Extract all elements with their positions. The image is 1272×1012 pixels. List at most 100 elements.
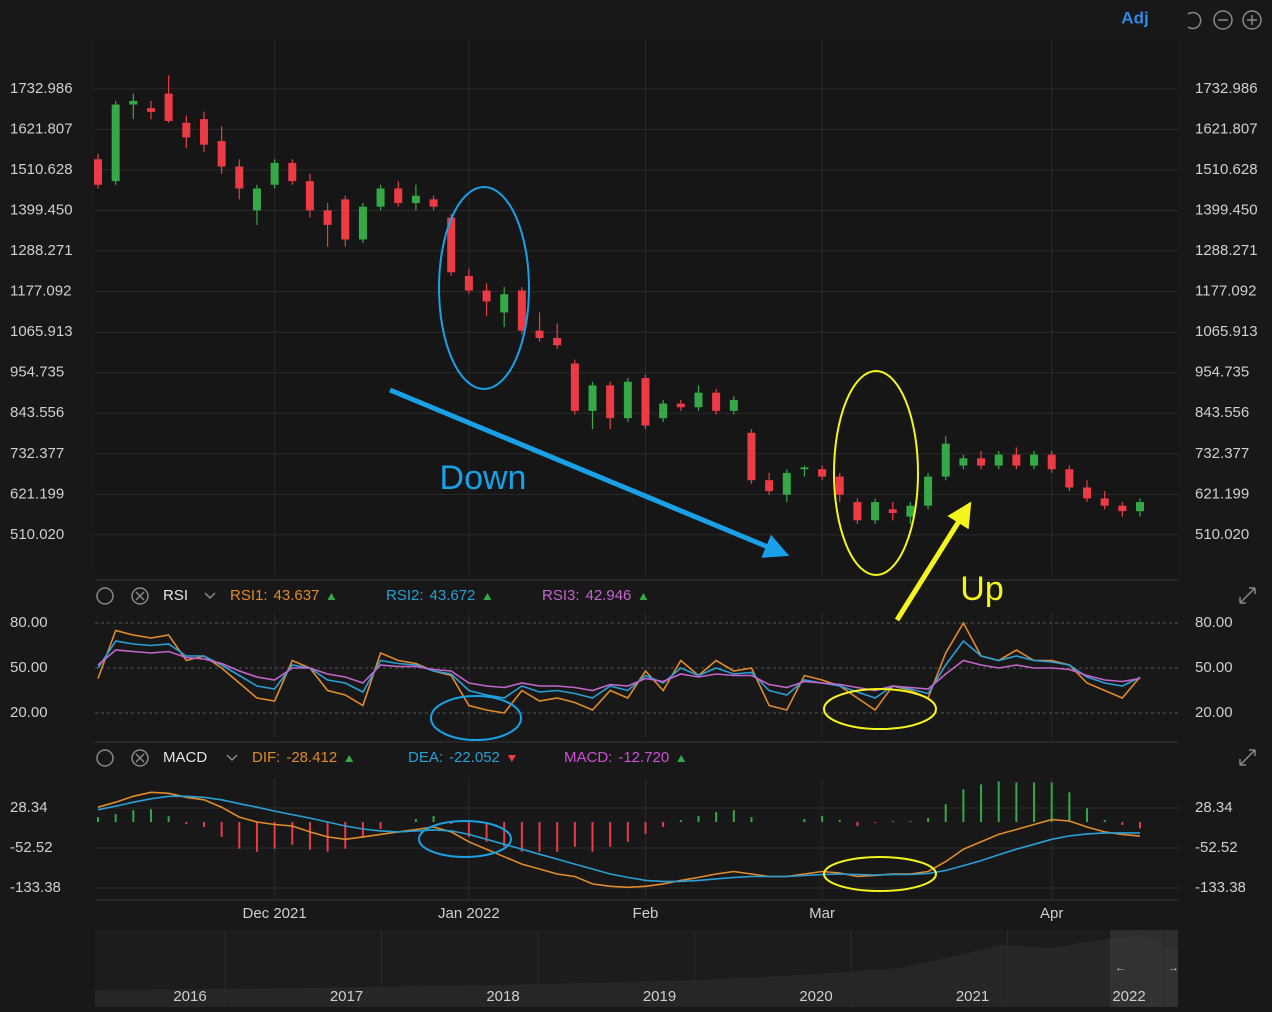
legend-name: RSI2: (386, 587, 424, 604)
y-tick-label: 80.00 (10, 614, 48, 631)
y-tick-label: 28.34 (1195, 799, 1233, 816)
reset-button[interactable] (1187, 11, 1202, 30)
y-tick-label: 1065.913 (1195, 323, 1258, 340)
candle-body (270, 162, 279, 185)
zoom-in-button[interactable] (1242, 10, 1262, 30)
candle-body (694, 392, 703, 408)
candle-body (588, 385, 597, 411)
candle-body (994, 454, 1003, 466)
y-tick-label: 1177.092 (1195, 283, 1256, 300)
candle-body (146, 108, 155, 112)
candle-body (199, 119, 208, 145)
legend-value: 43.637 (274, 587, 320, 604)
candle-body (429, 199, 438, 207)
highlight-ellipse (418, 820, 512, 858)
candle-body (871, 502, 880, 521)
legend-value: -12.720 (618, 749, 669, 766)
settings-button[interactable] (96, 749, 114, 767)
highlight-ellipse (823, 688, 937, 730)
y-tick-label: -133.38 (1195, 879, 1246, 896)
candle-body (729, 399, 738, 411)
nav-handle[interactable]: → (1168, 962, 1179, 974)
y-tick-label: 843.556 (10, 404, 64, 421)
up-arrow (894, 501, 972, 622)
candle-body (888, 509, 897, 514)
candle-body (712, 392, 721, 411)
marks: Dec 2021 Jan 2022 Feb Mar Apr 510.020 510.020 6… (10, 40, 1258, 1007)
adjust-toggle[interactable]: Adj (1121, 8, 1148, 27)
legend-value: 43.672 (430, 587, 476, 604)
nav-label: 2020 (799, 988, 832, 1005)
candle-body (606, 385, 615, 419)
candle-body (747, 432, 756, 481)
candle-body (1012, 454, 1021, 466)
candle-body (906, 505, 915, 517)
y-tick-label: 954.735 (1195, 364, 1249, 381)
navigator-window[interactable] (1110, 930, 1178, 1007)
legend-value: 42.946 (586, 587, 632, 604)
candle-body (358, 206, 367, 240)
y-tick-label: 954.735 (10, 364, 64, 381)
close-button[interactable] (131, 587, 149, 605)
y-tick-label: -133.38 (10, 879, 61, 896)
candle-body (341, 199, 350, 240)
dropdown[interactable] (204, 592, 216, 600)
y-tick-label: 50.00 (10, 659, 48, 676)
x-tick-label: Mar (809, 905, 835, 922)
trend-indicator (639, 593, 648, 600)
y-tick-label: 1732.986 (1195, 80, 1258, 97)
dropdown[interactable] (226, 754, 238, 762)
candle-body (111, 104, 120, 182)
nav-handle[interactable]: ← (1115, 962, 1126, 974)
candle-body (517, 290, 526, 331)
y-tick-label: 20.00 (1195, 704, 1233, 721)
candle-body (182, 122, 191, 138)
y-tick-label: 621.199 (10, 485, 64, 502)
candle-body (1100, 498, 1109, 506)
candle-body (500, 294, 509, 313)
y-tick-label: 50.00 (1195, 659, 1233, 676)
x-tick-label: Feb (633, 905, 659, 922)
y-tick-label: 1065.913 (10, 323, 73, 340)
legend-name: RSI1: (230, 587, 268, 604)
line (97, 649, 1141, 692)
y-tick-label: -52.52 (10, 839, 53, 856)
highlight-ellipse (823, 856, 937, 892)
annotation: Up (960, 570, 1003, 608)
candle-body (924, 476, 933, 506)
y-tick-label: 1621.807 (1195, 120, 1258, 137)
candle-body (1136, 502, 1144, 512)
trend-indicator (327, 593, 336, 600)
y-tick-label: 732.377 (1195, 445, 1249, 462)
y-tick-label: 1177.092 (10, 283, 71, 300)
candle-body (570, 363, 579, 411)
icon (135, 591, 145, 601)
candle-body (959, 458, 968, 466)
candle-body (835, 476, 844, 495)
x-tick-label: Jan 2022 (438, 905, 500, 922)
expand-button[interactable] (1239, 749, 1256, 766)
candle-body (1047, 454, 1056, 470)
candle-body (323, 210, 332, 225)
candle-body (1030, 454, 1039, 466)
candle-body (977, 458, 986, 466)
nav-label: 2017 (330, 988, 363, 1005)
candle-body (641, 378, 650, 426)
y-tick-label: 510.020 (10, 526, 64, 543)
x-tick-label: Apr (1040, 905, 1063, 922)
candle-body (818, 469, 827, 477)
candle-body (941, 443, 950, 477)
settings-button[interactable] (96, 587, 114, 605)
expand-button[interactable] (1239, 587, 1256, 604)
legend-name: DEA: (408, 749, 443, 766)
candle-body (1065, 469, 1074, 488)
candle-body (447, 217, 456, 273)
zoom-out-button[interactable] (1213, 10, 1233, 30)
candle-body (553, 337, 562, 346)
candle-body (252, 188, 261, 211)
close-button[interactable] (131, 749, 149, 767)
candle-body (853, 502, 862, 521)
y-tick-label: 732.377 (10, 445, 64, 462)
panel-title: RSI (163, 587, 188, 604)
